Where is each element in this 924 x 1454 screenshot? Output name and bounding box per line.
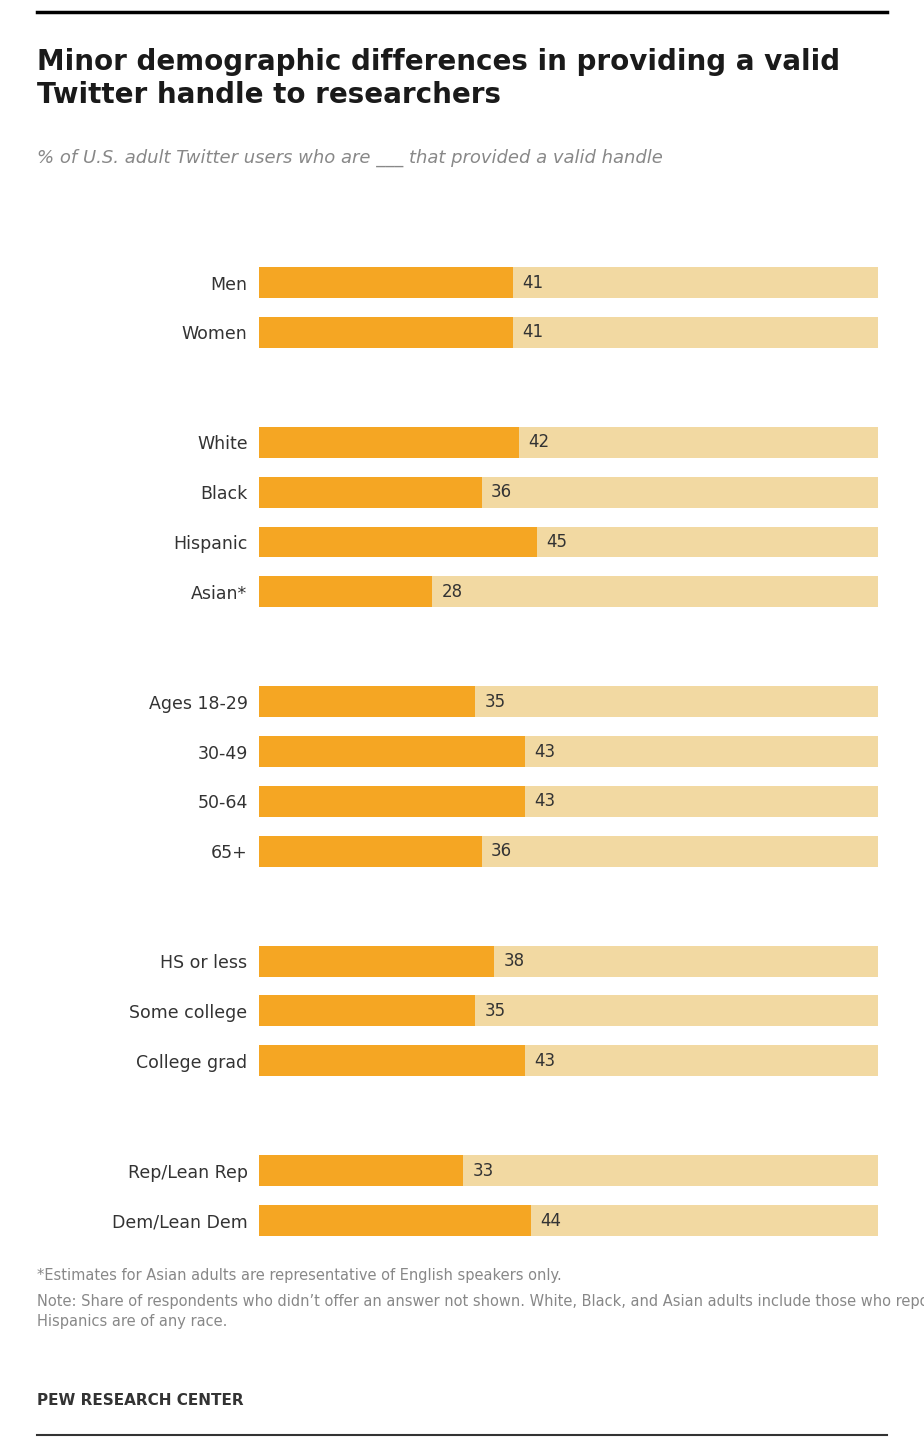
Text: 43: 43	[534, 1051, 555, 1070]
Bar	[259, 576, 432, 608]
Text: 38: 38	[504, 952, 525, 970]
Text: 45: 45	[547, 534, 567, 551]
Bar	[259, 996, 476, 1027]
Text: 44: 44	[541, 1211, 562, 1230]
Text: 43: 43	[534, 792, 555, 810]
Bar	[259, 686, 878, 717]
Text: 35: 35	[485, 692, 505, 711]
Bar	[259, 317, 878, 348]
Text: 33: 33	[472, 1162, 493, 1179]
Text: 28: 28	[442, 583, 463, 601]
Bar	[259, 1045, 525, 1076]
Text: 36: 36	[491, 483, 512, 502]
Text: Note: Share of respondents who didn’t offer an answer not shown. White, Black, a: Note: Share of respondents who didn’t of…	[37, 1294, 924, 1329]
Text: 35: 35	[485, 1002, 505, 1019]
Text: 41: 41	[522, 323, 543, 342]
Bar	[259, 477, 878, 507]
Bar	[259, 736, 878, 766]
Bar	[259, 426, 518, 458]
Bar	[259, 1154, 463, 1186]
Bar	[259, 836, 481, 867]
Text: Minor demographic differences in providing a valid
Twitter handle to researchers: Minor demographic differences in providi…	[37, 48, 840, 109]
Bar	[259, 268, 513, 298]
Bar	[259, 317, 513, 348]
Bar	[259, 268, 878, 298]
Text: 42: 42	[528, 433, 549, 451]
Bar	[259, 576, 878, 608]
Bar	[259, 1205, 531, 1236]
Bar	[259, 996, 878, 1027]
Bar	[259, 526, 538, 557]
Text: PEW RESEARCH CENTER: PEW RESEARCH CENTER	[37, 1393, 244, 1407]
Bar	[259, 787, 878, 817]
Bar	[259, 945, 878, 977]
Bar	[259, 426, 878, 458]
Bar	[259, 945, 494, 977]
Bar	[259, 526, 878, 557]
Bar	[259, 836, 878, 867]
Bar	[259, 736, 525, 766]
Text: *Estimates for Asian adults are representative of English speakers only.: *Estimates for Asian adults are represen…	[37, 1268, 562, 1282]
Bar	[259, 787, 525, 817]
Text: % of U.S. adult Twitter users who are ___ that provided a valid handle: % of U.S. adult Twitter users who are __…	[37, 148, 663, 167]
Text: 41: 41	[522, 273, 543, 292]
Text: 43: 43	[534, 743, 555, 760]
Bar	[259, 686, 476, 717]
Bar	[259, 477, 481, 507]
Bar	[259, 1154, 878, 1186]
Bar	[259, 1205, 878, 1236]
Bar	[259, 1045, 878, 1076]
Text: 36: 36	[491, 842, 512, 861]
